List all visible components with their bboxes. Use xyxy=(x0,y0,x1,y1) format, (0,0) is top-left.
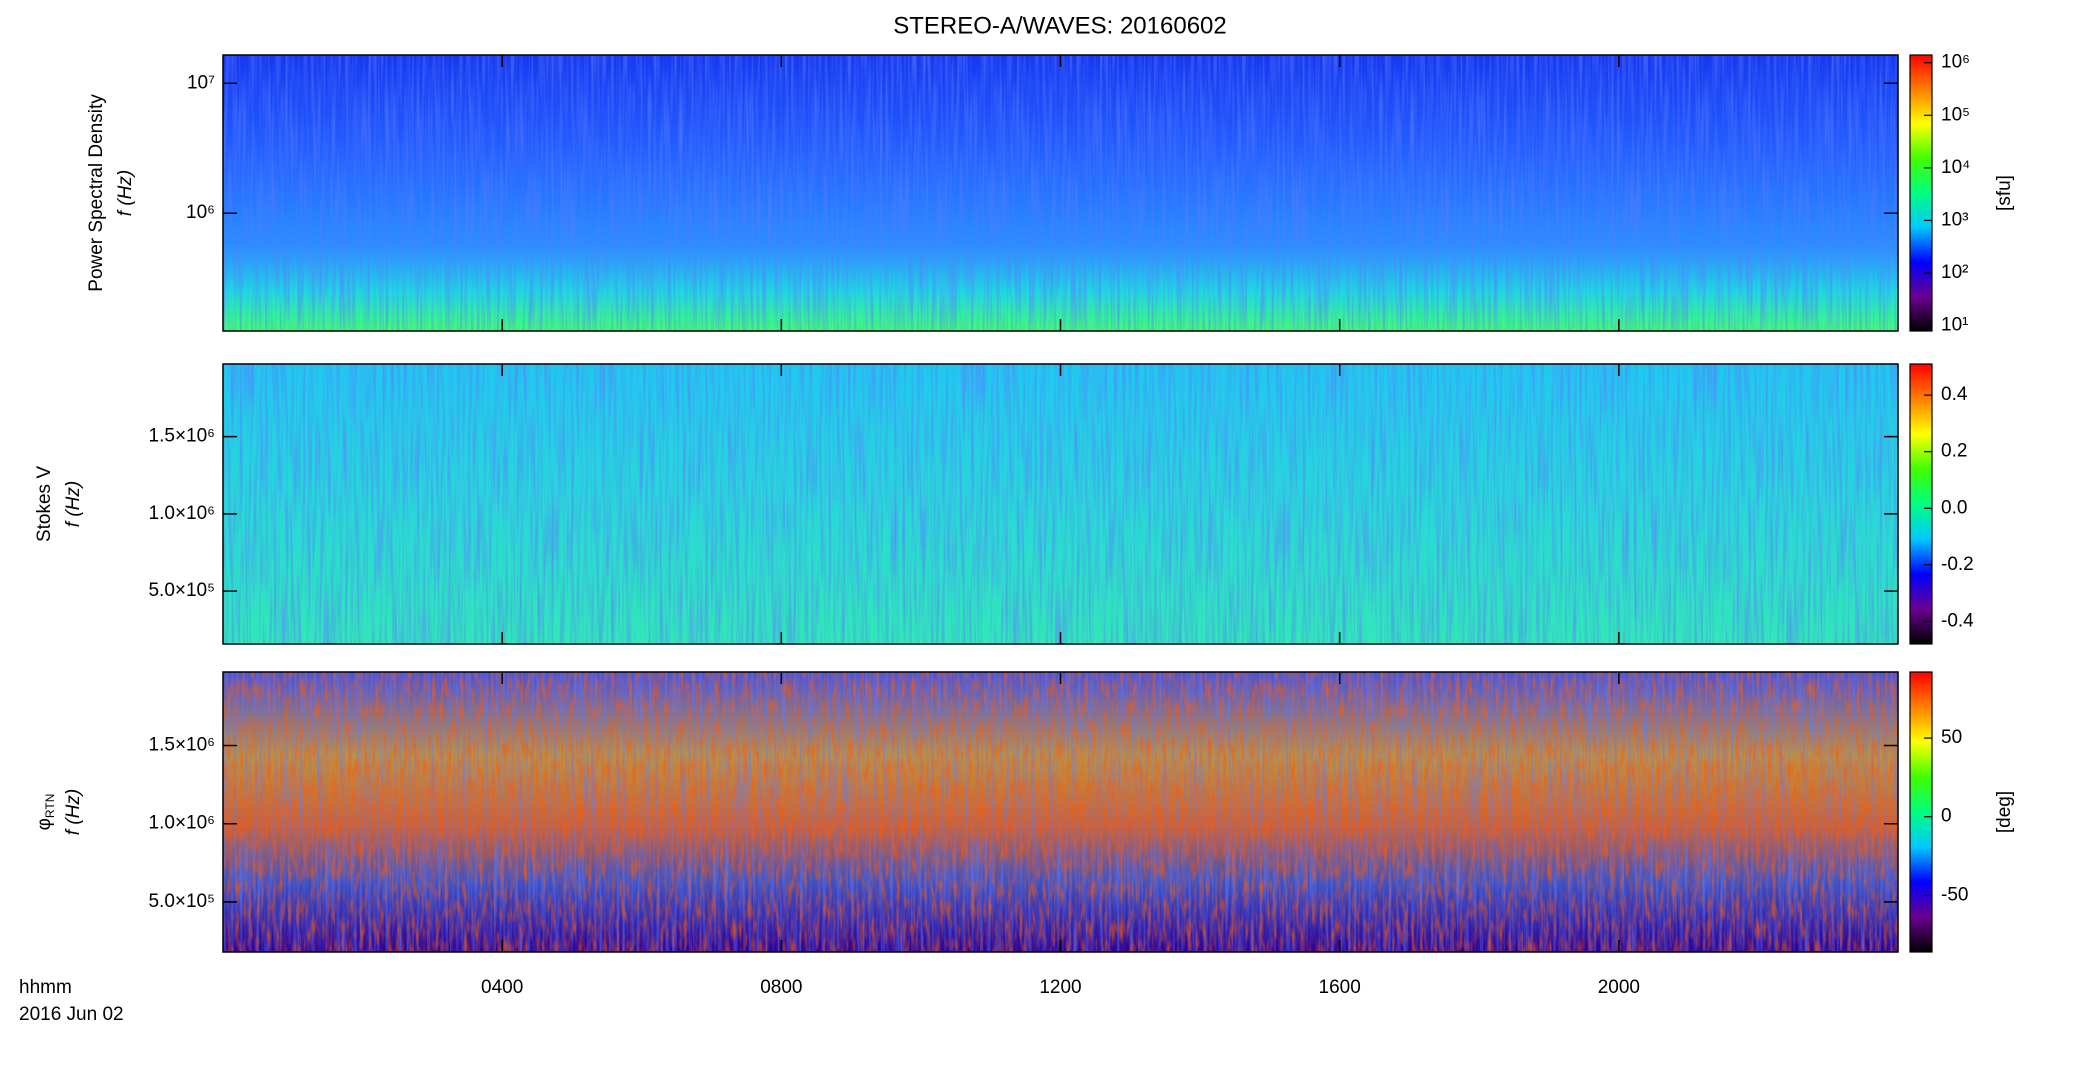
colorbar xyxy=(1909,54,1933,332)
spectrogram-texture xyxy=(223,364,1898,644)
y-axis-label: φRTN xyxy=(34,794,57,831)
x-axis-label: hhmm xyxy=(19,977,72,998)
y-axis-label-subscript: RTN xyxy=(43,794,57,818)
x-tick-label: 2000 xyxy=(1598,977,1640,998)
colorbar-tick-label: 0 xyxy=(1941,806,1952,827)
y-tick-label: 10⁶ xyxy=(186,202,215,223)
colorbar-tick-label: 10¹ xyxy=(1941,315,1968,336)
date-label: 2016 Jun 02 xyxy=(19,1004,124,1025)
y-tick-label: 5.0×10⁵ xyxy=(148,891,215,912)
x-tick-label: 0800 xyxy=(760,977,802,998)
y-axis-label: f (Hz) xyxy=(63,789,84,835)
colorbar-tick-label: 0.0 xyxy=(1941,497,1967,518)
y-tick-label: 10⁷ xyxy=(187,72,215,93)
y-tick-label: 1.0×10⁶ xyxy=(149,813,215,834)
colorbar-tick-label: 10⁴ xyxy=(1941,157,1970,178)
colorbar-tick-label: 10³ xyxy=(1941,209,1968,230)
chart-title: STEREO-A/WAVES: 20160602 xyxy=(893,12,1226,39)
colorbar-tick-label: -0.2 xyxy=(1941,554,1974,575)
y-tick-label: 1.5×10⁶ xyxy=(149,426,215,447)
y-axis-label: f (Hz) xyxy=(63,481,84,527)
y-axis-label: Power Spectral Density xyxy=(86,94,107,292)
y-tick-label: 1.5×10⁶ xyxy=(149,735,215,756)
colorbar-tick-label: 10⁶ xyxy=(1941,52,1970,73)
colorbar xyxy=(1909,363,1933,645)
y-axis-label: Stokes V xyxy=(34,466,55,542)
colorbar-label: [deg] xyxy=(1994,791,2015,833)
y-axis-label: f (Hz) xyxy=(115,170,136,216)
colorbar-tick-label: 10² xyxy=(1941,262,1968,283)
spectrogram-texture xyxy=(223,672,1898,952)
x-tick-label: 0400 xyxy=(481,977,523,998)
x-tick-label: 1200 xyxy=(1039,977,1081,998)
x-tick-label: 1600 xyxy=(1319,977,1361,998)
y-tick-label: 5.0×10⁵ xyxy=(148,580,215,601)
spectrogram-texture xyxy=(223,55,1898,331)
colorbar-tick-label: 0.4 xyxy=(1941,384,1968,405)
colorbar-tick-label: 0.2 xyxy=(1941,441,1967,462)
y-tick-label: 1.0×10⁶ xyxy=(149,503,215,524)
colorbar-tick-label: -50 xyxy=(1941,884,1968,905)
colorbar xyxy=(1909,671,1933,953)
colorbar-tick-label: -0.4 xyxy=(1941,610,1974,631)
colorbar-tick-label: 50 xyxy=(1941,727,1962,748)
colorbar-label: [sfu] xyxy=(1994,175,2015,211)
colorbar-tick-label: 10⁵ xyxy=(1941,104,1970,125)
